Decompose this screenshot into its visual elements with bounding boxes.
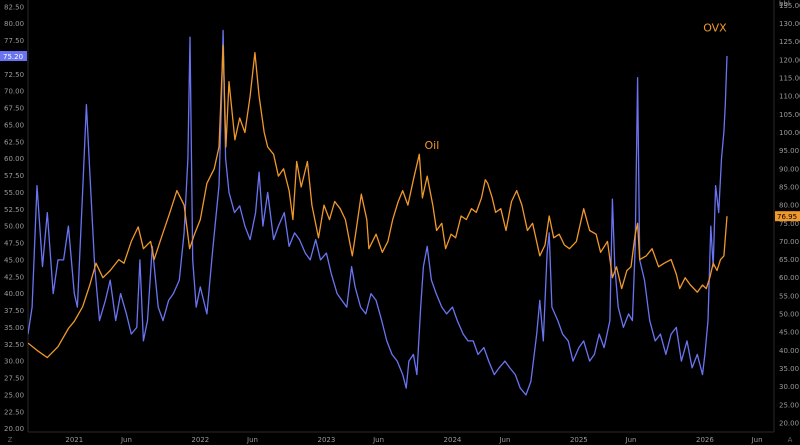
left-current-value: 75.20 — [3, 53, 23, 61]
left-tick-label: 32.50 — [4, 341, 24, 349]
left-tick-label: 62.50 — [4, 138, 24, 146]
right-tick-label: 55.00 — [779, 292, 799, 300]
x-tick-label: 2023 — [317, 436, 335, 444]
right-tick-label: 110.00 — [779, 93, 800, 101]
left-tick-label: 20.00 — [4, 425, 24, 433]
left-tick-label: 77.50 — [4, 37, 24, 45]
annotation-oil: Oil — [424, 139, 439, 152]
right-tick-label: 75.00 — [779, 220, 799, 228]
right-tick-label: 115.00 — [779, 75, 800, 83]
corner-mark-left: Z — [8, 436, 13, 444]
left-tick-label: 40.00 — [4, 290, 24, 298]
x-tick-label: 2024 — [444, 436, 462, 444]
left-tick-label: 22.50 — [4, 408, 24, 416]
right-tick-label: 25.00 — [779, 401, 799, 409]
right-current-value-badge — [775, 211, 800, 222]
right-tick-label: 50.00 — [779, 311, 799, 319]
right-axis-unit: bbl — [779, 0, 790, 8]
x-tick-label: Jun — [751, 436, 763, 444]
series-layer — [28, 29, 728, 396]
left-tick-label: 60.00 — [4, 155, 24, 163]
x-tick-label: Jun — [498, 436, 510, 444]
x-tick-label: 2022 — [191, 436, 209, 444]
right-tick-label: 80.00 — [779, 202, 799, 210]
left-current-value-badge — [0, 51, 27, 62]
right-tick-label: 105.00 — [779, 111, 800, 119]
series-line-oil — [28, 44, 728, 359]
right-tick-label: 100.00 — [779, 129, 800, 137]
left-tick-label: 35.00 — [4, 324, 24, 332]
x-tick-label: Jun — [120, 436, 132, 444]
right-tick-label: 90.00 — [779, 165, 799, 173]
right-tick-label: 125.00 — [779, 38, 800, 46]
right-tick-label: 135.00 — [779, 2, 800, 10]
right-tick-label: 30.00 — [779, 383, 799, 391]
left-tick-label: 55.00 — [4, 189, 24, 197]
right-tick-label: 95.00 — [779, 147, 799, 155]
x-tick-label: Jun — [246, 436, 258, 444]
left-tick-label: 72.50 — [4, 71, 24, 79]
left-tick-label: 70.00 — [4, 88, 24, 96]
labels-layer: 75.20 76.95 OVX Oil — [0, 22, 800, 222]
left-tick-label: 37.50 — [4, 307, 24, 315]
left-tick-label: 82.50 — [4, 3, 24, 11]
left-tick-label: 80.00 — [4, 20, 24, 28]
left-tick-label: 52.50 — [4, 206, 24, 214]
axes: 82.50 80.00 77.50 75.00 72.50 70.00 67.50 65.00… — [4, 0, 800, 444]
left-tick-label: 67.50 — [4, 105, 24, 113]
right-tick-label: 130.00 — [779, 20, 800, 28]
left-tick-label: 47.50 — [4, 240, 24, 248]
left-tick-label: 30.00 — [4, 358, 24, 366]
left-tick-label: 50.00 — [4, 223, 24, 231]
right-tick-label: 65.00 — [779, 256, 799, 264]
annotation-ovx: OVX — [703, 22, 727, 35]
x-tick-label: 2026 — [696, 436, 714, 444]
x-tick-label: 2021 — [65, 436, 83, 444]
right-tick-label: 35.00 — [779, 365, 799, 373]
left-tick-label: 25.00 — [4, 391, 24, 399]
right-tick-label: 45.00 — [779, 329, 799, 337]
right-tick-label: 20.00 — [779, 419, 799, 427]
left-tick-label: 57.50 — [4, 172, 24, 180]
x-tick-label: Jun — [625, 436, 637, 444]
left-tick-label: 65.00 — [4, 121, 24, 129]
left-tick-label: 45.00 — [4, 256, 24, 264]
right-tick-label: 40.00 — [779, 347, 799, 355]
right-tick-label: 70.00 — [779, 238, 799, 246]
right-tick-label: 120.00 — [779, 56, 800, 64]
x-tick-label: 2025 — [570, 436, 588, 444]
x-tick-label: Jun — [372, 436, 384, 444]
corner-mark-right: A — [788, 436, 793, 444]
left-tick-label: 27.50 — [4, 375, 24, 383]
right-tick-label: 60.00 — [779, 274, 799, 282]
right-current-value: 76.95 — [777, 213, 797, 221]
right-tick-label: 85.00 — [779, 183, 799, 191]
left-tick-label: 42.50 — [4, 273, 24, 281]
series-line-ovx — [28, 29, 728, 396]
